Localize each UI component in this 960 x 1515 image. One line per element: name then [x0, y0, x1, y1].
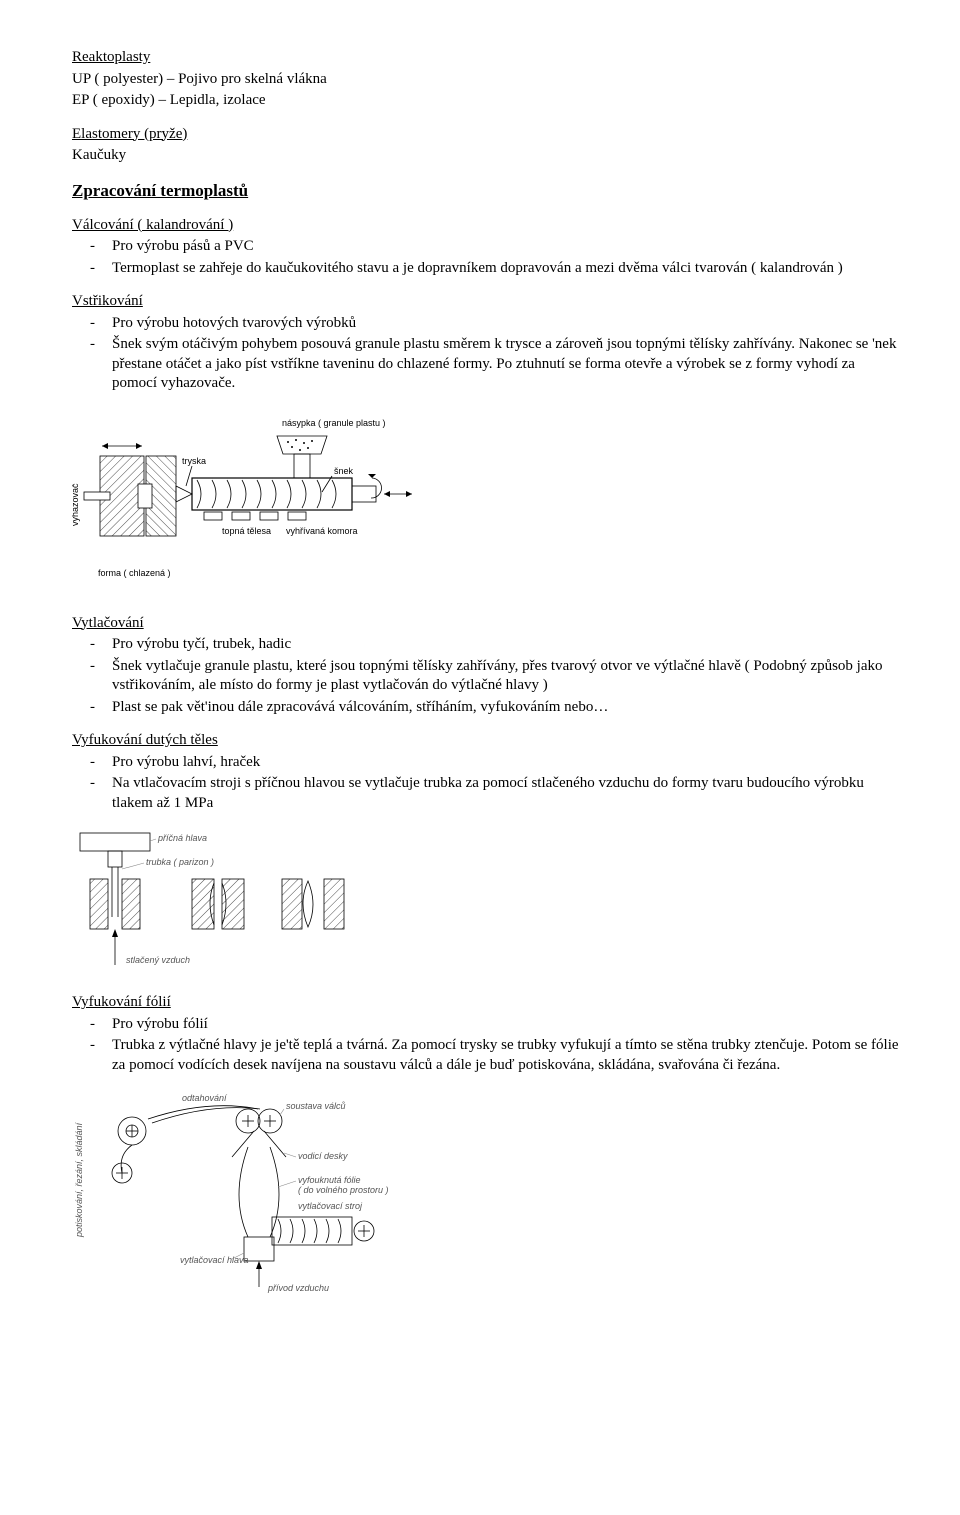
blow-molding-figure: příčná hlava trubka ( parizon ) stlačený… [72, 825, 900, 975]
label-potisk: potiskování, řezání, skládání [74, 1122, 84, 1239]
label-topna: topná tělesa [222, 526, 271, 536]
list-item: Termoplast se zahřeje do kaučukovitého s… [112, 259, 900, 279]
label-vyfouk: vyfouknutá fólie( do volného prostoru ) [298, 1175, 389, 1195]
vstrikovani-list: Pro výrobu hotových tvarových výrobků Šn… [72, 314, 900, 394]
vyfuk-folii-list: Pro výrobu fólií Trubka z výtlačné hlavy… [72, 1015, 900, 1076]
label-tryska: tryska [182, 456, 206, 466]
label-pricna-hlava: příčná hlava [157, 833, 207, 843]
list-item: Pro výrobu pásů a PVC [112, 237, 900, 257]
label-vyhazovac: vyhazovač [72, 483, 80, 526]
label-stroj: vytlačovací stroj [298, 1201, 363, 1211]
label-vodici: vodicí desky [298, 1151, 348, 1161]
label-vyhrivana: vyhřívaná komora [286, 526, 358, 536]
list-item: Šnek vytlačuje granule plastu, které jso… [112, 657, 900, 696]
film-blowing-figure: odtahování soustava válců vodicí desky v… [72, 1087, 900, 1297]
label-nasypka: násypka ( granule plastu ) [282, 418, 386, 428]
list-item: Plast se pak vět'inou dále zpracovává vá… [112, 698, 900, 718]
up-line: UP ( polyester) – Pojivo pro skelná vlák… [72, 70, 900, 90]
label-odtahovani: odtahování [182, 1093, 228, 1103]
valcovani-list: Pro výrobu pásů a PVC Termoplast se zahř… [72, 237, 900, 278]
label-snek: šnek [334, 466, 354, 476]
ep-line: EP ( epoxidy) – Lepidla, izolace [72, 91, 900, 111]
label-hlava: vytlačovací hlava [180, 1255, 249, 1265]
label-vzduch: stlačený vzduch [126, 955, 190, 965]
vytlacovani-list: Pro výrobu tyčí, trubek, hadic Šnek vytl… [72, 635, 900, 717]
label-soustava: soustava válců [286, 1101, 346, 1111]
list-item: Pro výrobu tyčí, trubek, hadic [112, 635, 900, 655]
label-privod: přívod vzduchu [267, 1283, 329, 1293]
list-item: Na vtlačovacím stroji s příčnou hlavou s… [112, 774, 900, 813]
vytlacovani-heading: Vytlačování [72, 614, 900, 634]
list-item: Šnek svým otáčivým pohybem posouvá granu… [112, 335, 900, 394]
label-trubka: trubka ( parizon ) [146, 857, 214, 867]
list-item: Pro výrobu fólií [112, 1015, 900, 1035]
reaktoplasty-heading: Reaktoplasty [72, 48, 900, 68]
elastomery-heading: Elastomery (pryže) [72, 125, 900, 145]
kaucuky-line: Kaučuky [72, 146, 900, 166]
vyfuk-folii-heading: Vyfukování fólií [72, 993, 900, 1013]
injection-molding-figure: násypka ( granule plastu ) tryska šnek t… [72, 406, 900, 596]
label-forma: forma ( chlazená ) [98, 568, 171, 578]
list-item: Trubka z výtlačné hlavy je je'tě teplá a… [112, 1036, 900, 1075]
vstrikovani-heading: Vstřikování [72, 292, 900, 312]
valcovani-heading: Válcování ( kalandrování ) [72, 216, 900, 236]
list-item: Pro výrobu lahví, hraček [112, 753, 900, 773]
vyfuk-teles-heading: Vyfukování dutých těles [72, 731, 900, 751]
zpracovani-heading: Zpracování termoplastů [72, 180, 900, 202]
vyfuk-teles-list: Pro výrobu lahví, hraček Na vtlačovacím … [72, 753, 900, 814]
list-item: Pro výrobu hotových tvarových výrobků [112, 314, 900, 334]
